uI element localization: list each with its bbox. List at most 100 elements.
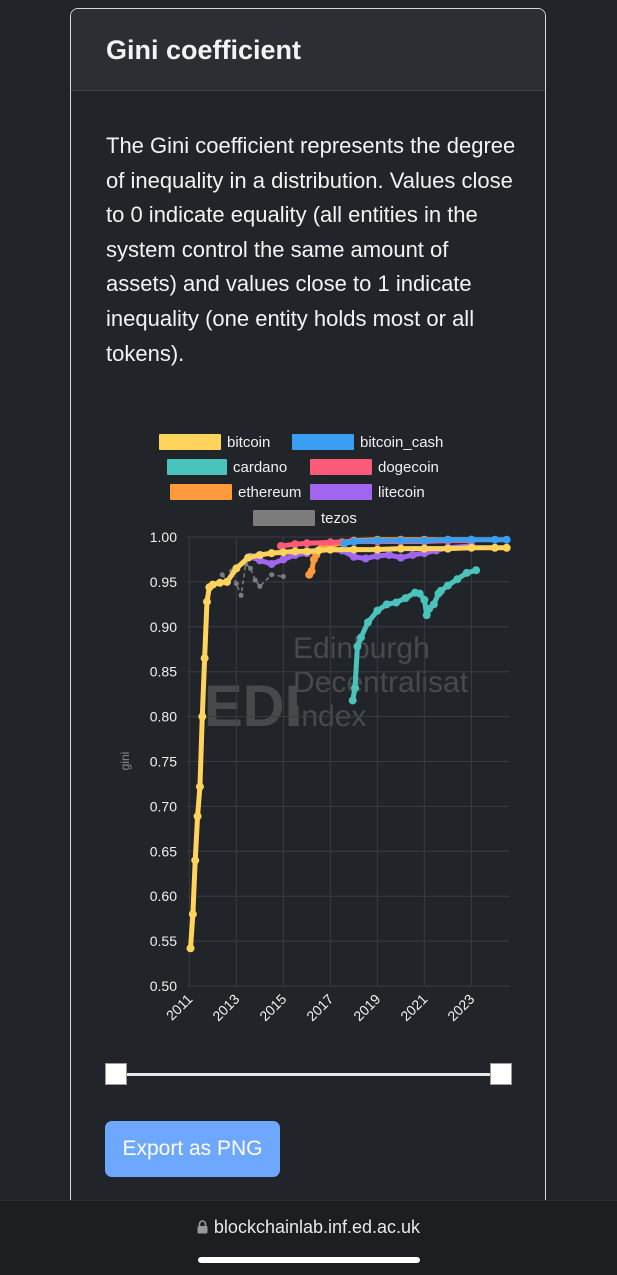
- y-tick-label: 0.90: [150, 619, 177, 635]
- data-point-cardano: [373, 606, 382, 615]
- data-point-cardano: [443, 581, 452, 590]
- y-tick-label: 0.85: [150, 664, 177, 680]
- data-point-cardano: [353, 642, 362, 651]
- data-point-bitcoin: [420, 544, 429, 553]
- data-point-tezos: [219, 572, 225, 578]
- y-tick-label: 1.00: [150, 529, 177, 545]
- data-point-cardano: [382, 600, 391, 609]
- watermark-text: Decentralisat: [293, 666, 469, 699]
- data-point-bitcoin_cash: [443, 535, 452, 544]
- data-point-cardano: [356, 633, 365, 642]
- data-point-bitcoin_cash: [373, 536, 382, 545]
- legend-swatch-cardano: [167, 459, 227, 475]
- data-point-cardano: [392, 598, 401, 607]
- data-point-litecoin: [396, 553, 405, 562]
- data-point-cardano: [348, 696, 357, 705]
- data-point-bitcoin: [326, 545, 335, 554]
- data-point-bitcoin: [291, 547, 300, 556]
- data-point-bitcoin_cash: [490, 535, 499, 544]
- data-point-cardano: [436, 586, 445, 595]
- data-point-cardano: [429, 600, 438, 609]
- data-point-bitcoin: [186, 944, 195, 953]
- y-tick-label: 0.70: [150, 798, 177, 814]
- legend-label-tezos: tezos: [321, 510, 357, 527]
- data-point-cardano: [363, 618, 372, 627]
- data-point-bitcoin: [191, 856, 200, 865]
- data-point-dogecoin: [302, 539, 311, 548]
- data-point-bitcoin_cash: [502, 535, 511, 544]
- y-axis-label: gini: [118, 752, 132, 771]
- home-indicator: [198, 1257, 420, 1263]
- data-point-bitcoin: [208, 580, 217, 589]
- url-bar[interactable]: blockchainlab.inf.ed.ac.uk: [0, 1217, 617, 1239]
- data-point-cardano: [462, 568, 471, 577]
- data-point-litecoin: [385, 550, 394, 559]
- data-point-cardano: [472, 566, 481, 575]
- data-point-dogecoin: [326, 538, 335, 547]
- browser-bottom-bar: blockchainlab.inf.ed.ac.uk: [0, 1200, 617, 1275]
- data-point-bitcoin: [314, 546, 323, 555]
- data-point-tezos: [252, 577, 258, 583]
- data-point-bitcoin_cash: [340, 539, 349, 548]
- range-slider-track[interactable]: [116, 1073, 501, 1076]
- x-tick-label: 2013: [209, 991, 242, 1024]
- data-point-bitcoin: [255, 550, 264, 559]
- data-point-bitcoin_cash: [396, 536, 405, 545]
- x-tick-label: 2019: [350, 991, 383, 1024]
- data-point-bitcoin: [200, 654, 209, 663]
- data-point-bitcoin_cash: [420, 536, 429, 545]
- x-tick-label: 2011: [163, 991, 196, 1024]
- y-tick-label: 0.80: [150, 709, 177, 725]
- x-tick-label: 2015: [256, 991, 289, 1024]
- data-point-bitcoin: [195, 782, 204, 791]
- data-point-bitcoin: [443, 544, 452, 553]
- y-tick-label: 0.50: [150, 978, 177, 994]
- data-point-bitcoin: [202, 597, 211, 606]
- card-title: Gini coefficient: [106, 35, 302, 65]
- y-tick-label: 0.60: [150, 888, 177, 904]
- data-point-bitcoin_cash: [349, 537, 358, 546]
- data-point-tezos: [233, 581, 239, 587]
- x-tick-label: 2023: [444, 991, 477, 1024]
- data-point-bitcoin: [490, 543, 499, 552]
- data-point-litecoin: [349, 552, 358, 561]
- data-point-cardano: [422, 611, 431, 620]
- data-point-bitcoin: [198, 712, 207, 721]
- data-point-bitcoin: [267, 549, 276, 558]
- export-png-button[interactable]: Export as PNG: [105, 1121, 280, 1177]
- legend-swatch-litecoin: [310, 484, 372, 500]
- legend-swatch-bitcoin_cash: [292, 434, 354, 450]
- data-point-bitcoin: [215, 578, 224, 587]
- data-point-dogecoin: [277, 541, 286, 550]
- data-point-cardano: [351, 683, 360, 692]
- data-point-bitcoin: [349, 545, 358, 554]
- data-point-bitcoin: [279, 548, 288, 557]
- x-tick-label: 2021: [397, 991, 430, 1024]
- data-point-bitcoin: [232, 564, 241, 573]
- legend-swatch-bitcoin: [159, 434, 221, 450]
- range-slider-end-handle[interactable]: [490, 1063, 512, 1085]
- legend-label-litecoin: litecoin: [378, 484, 425, 501]
- data-point-bitcoin: [222, 577, 231, 586]
- data-point-bitcoin: [244, 553, 253, 562]
- data-point-litecoin: [373, 551, 382, 560]
- data-point-tezos: [238, 592, 244, 598]
- range-slider-start-handle[interactable]: [105, 1063, 127, 1085]
- data-point-tezos: [257, 583, 263, 589]
- legend-swatch-ethereum: [170, 484, 232, 500]
- data-point-tezos: [247, 565, 253, 571]
- data-point-litecoin: [361, 554, 370, 563]
- legend-swatch-dogecoin: [310, 459, 372, 475]
- data-point-bitcoin: [502, 543, 511, 552]
- data-point-litecoin: [267, 559, 276, 568]
- y-tick-label: 0.55: [150, 933, 177, 949]
- data-point-tezos: [269, 572, 275, 578]
- gini-card: Gini coefficient The Gini coefficient re…: [70, 8, 546, 1248]
- legend-swatch-tezos: [253, 510, 315, 526]
- card-header: Gini coefficient: [71, 9, 545, 91]
- data-point-bitcoin: [396, 544, 405, 553]
- data-point-litecoin: [408, 550, 417, 559]
- legend-label-bitcoin: bitcoin: [227, 434, 270, 451]
